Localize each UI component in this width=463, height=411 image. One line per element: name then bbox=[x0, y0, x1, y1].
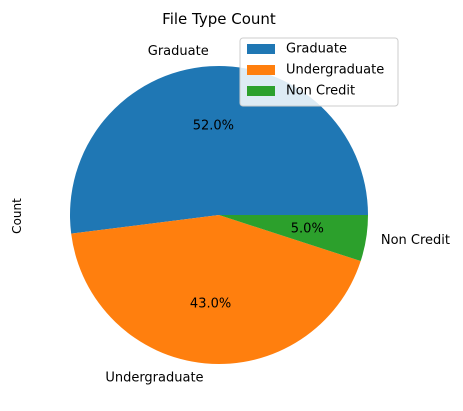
legend: Graduate Undergraduate Non Credit bbox=[239, 37, 399, 107]
chart-title: File Type Count bbox=[162, 10, 276, 28]
category-labels: Graduate Undergraduate Non Credit bbox=[105, 44, 450, 386]
legend-frame bbox=[239, 37, 399, 107]
percent-label-graduate: 52.0% bbox=[193, 118, 234, 133]
percent-label-non-credit: 5.0% bbox=[291, 221, 324, 236]
pie-slices bbox=[69, 65, 369, 364]
legend-label-undergraduate: Undergraduate bbox=[286, 63, 384, 78]
slice-graduate bbox=[69, 65, 369, 234]
slice-undergraduate bbox=[71, 215, 361, 364]
category-label-non-credit: Non Credit bbox=[381, 233, 450, 248]
legend-swatch-non-credit bbox=[247, 86, 275, 96]
legend-label-non-credit: Non Credit bbox=[286, 84, 355, 99]
legend-swatch-undergraduate bbox=[247, 65, 275, 75]
legend-label-graduate: Graduate bbox=[286, 42, 347, 57]
percent-label-undergraduate: 43.0% bbox=[190, 297, 231, 312]
slice-non-credit bbox=[219, 215, 368, 262]
category-label-graduate: Graduate bbox=[148, 44, 209, 59]
percent-labels: 52.0% 43.0% 5.0% bbox=[190, 118, 324, 311]
category-label-undergraduate: Undergraduate bbox=[105, 371, 203, 386]
legend-swatch-graduate bbox=[247, 44, 275, 54]
y-axis-label: Count bbox=[10, 198, 24, 234]
